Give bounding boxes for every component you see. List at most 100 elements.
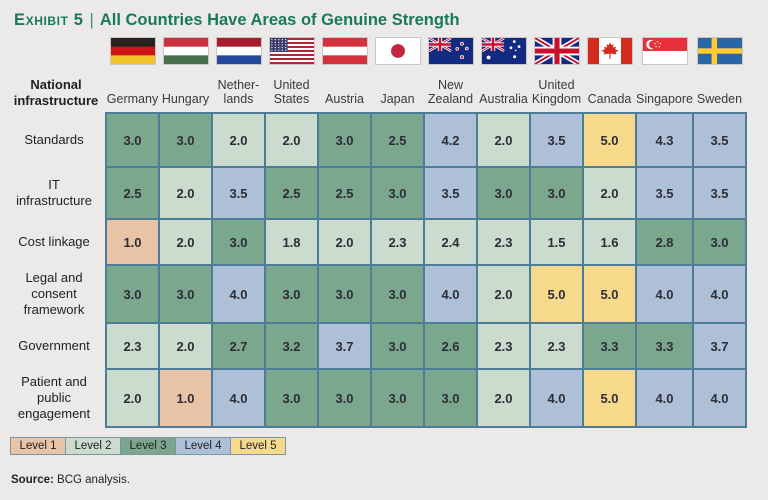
row-label: Cost linkage bbox=[18, 234, 90, 250]
score-cell: 2.0 bbox=[476, 112, 531, 168]
score-cell: 3.0 bbox=[158, 264, 213, 324]
austria-flag-icon bbox=[318, 38, 371, 75]
exhibit-number: Exhibit 5 bbox=[14, 11, 84, 29]
score-cell: 2.0 bbox=[158, 218, 213, 266]
score-cell: 4.0 bbox=[635, 368, 694, 428]
score-cell: 2.4 bbox=[423, 218, 478, 266]
column-header-singapore: Singapore bbox=[636, 92, 693, 107]
column-header-sweden: Sweden bbox=[696, 92, 743, 107]
page-title: All Countries Have Areas of Genuine Stre… bbox=[99, 11, 460, 29]
score-cell: 1.0 bbox=[158, 368, 213, 428]
score-cell: 5.0 bbox=[582, 264, 637, 324]
legend-item-level-5: Level 5 bbox=[230, 437, 286, 455]
score-cell: 2.3 bbox=[476, 218, 531, 266]
uk-flag-icon bbox=[530, 38, 583, 75]
row-label: Government bbox=[18, 338, 90, 354]
score-cell: 3.0 bbox=[370, 322, 425, 370]
score-cell: 4.0 bbox=[529, 368, 584, 428]
score-cell: 2.3 bbox=[476, 322, 531, 370]
score-cell: 2.7 bbox=[211, 322, 266, 370]
score-cell: 2.3 bbox=[105, 322, 160, 370]
score-cell: 5.0 bbox=[582, 368, 637, 428]
score-cell: 3.7 bbox=[692, 322, 747, 370]
score-cell: 2.0 bbox=[264, 112, 319, 168]
score-cell: 5.0 bbox=[582, 112, 637, 168]
score-cell: 2.0 bbox=[476, 264, 531, 324]
score-cell: 3.0 bbox=[317, 368, 372, 428]
score-cell: 3.0 bbox=[370, 166, 425, 220]
column-header-germany: Germany bbox=[106, 92, 159, 107]
score-cell: 3.0 bbox=[264, 264, 319, 324]
score-cell: 2.0 bbox=[105, 368, 160, 428]
score-cell: 3.0 bbox=[211, 218, 266, 266]
table-corner bbox=[6, 38, 106, 75]
score-cell: 2.3 bbox=[370, 218, 425, 266]
table-row: Patient and public engagement 2.0 1.0 4.0 3.… bbox=[6, 368, 747, 428]
exhibit-title: Exhibit 5 | All Countries Have Areas of Ge… bbox=[0, 0, 768, 38]
column-header-austria: Austria bbox=[325, 92, 364, 107]
table-row: IT infrastructure 2.5 2.0 3.5 2.5 2.5 3.0 3.5 3.… bbox=[6, 166, 747, 220]
singapore-flag-icon bbox=[636, 38, 693, 75]
score-cell: 4.0 bbox=[692, 264, 747, 324]
score-cell: 3.0 bbox=[158, 112, 213, 168]
table-body: Standards 3.0 3.0 2.0 2.0 3.0 2.5 4.2 2.0 3.5 5.0 4… bbox=[6, 112, 747, 428]
row-label: Patient and public engagement bbox=[17, 374, 91, 421]
table-head: National infrastructure Germany Hungary Net… bbox=[6, 38, 746, 113]
score-cell: 4.0 bbox=[692, 368, 747, 428]
column-header-australia: Australia bbox=[479, 92, 528, 107]
score-cell: 3.7 bbox=[317, 322, 372, 370]
score-cell: 3.0 bbox=[423, 368, 478, 428]
legend-item-level-2: Level 2 bbox=[65, 437, 121, 455]
score-cell: 4.0 bbox=[211, 264, 266, 324]
newzealand-flag-icon bbox=[424, 38, 477, 75]
score-cell: 2.3 bbox=[529, 322, 584, 370]
germany-flag-icon bbox=[106, 38, 159, 75]
score-cell: 2.6 bbox=[423, 322, 478, 370]
score-cell: 1.8 bbox=[264, 218, 319, 266]
hungary-flag-icon bbox=[159, 38, 212, 75]
score-cell: 2.0 bbox=[158, 322, 213, 370]
score-cell: 3.5 bbox=[692, 166, 747, 220]
source-label: Source: bbox=[11, 474, 54, 486]
score-cell: 3.5 bbox=[211, 166, 266, 220]
score-cell: 3.0 bbox=[370, 264, 425, 324]
column-header-japan: Japan bbox=[380, 92, 415, 107]
score-cell: 3.0 bbox=[264, 368, 319, 428]
score-cell: 5.0 bbox=[529, 264, 584, 324]
column-header-hungary: Hungary bbox=[161, 92, 210, 107]
source-line: Source: BCG analysis. bbox=[11, 474, 768, 486]
score-cell: 3.5 bbox=[529, 112, 584, 168]
legend-item-level-4: Level 4 bbox=[175, 437, 231, 455]
canada-flag-icon bbox=[583, 38, 636, 75]
score-cell: 3.0 bbox=[370, 368, 425, 428]
sweden-flag-icon bbox=[693, 38, 746, 75]
japan-flag-icon bbox=[371, 38, 424, 75]
table-row: Government 2.3 2.0 2.7 3.2 3.7 3.0 2.6 2.3 2.3 3.3… bbox=[6, 322, 747, 370]
score-cell: 3.3 bbox=[582, 322, 637, 370]
score-cell: 3.5 bbox=[635, 166, 694, 220]
row-label: Standards bbox=[24, 132, 84, 148]
score-cell: 3.0 bbox=[317, 264, 372, 324]
row-label: Legal and consent framework bbox=[23, 270, 85, 317]
score-cell: 2.8 bbox=[635, 218, 694, 266]
score-cell: 3.2 bbox=[264, 322, 319, 370]
score-cell: 3.5 bbox=[692, 112, 747, 168]
column-header-canada: Canada bbox=[587, 92, 632, 107]
score-cell: 2.5 bbox=[105, 166, 160, 220]
title-separator: | bbox=[89, 11, 94, 29]
netherlands-flag-icon bbox=[212, 38, 265, 75]
score-cell: 3.3 bbox=[635, 322, 694, 370]
score-cell: 3.0 bbox=[476, 166, 531, 220]
table-row: Legal and consent framework 3.0 3.0 4.0 3.0 3… bbox=[6, 264, 747, 324]
column-header-usa: United States bbox=[273, 77, 310, 107]
score-cell: 2.0 bbox=[476, 368, 531, 428]
legend-item-level-3: Level 3 bbox=[120, 437, 176, 455]
score-cell: 2.5 bbox=[264, 166, 319, 220]
score-cell: 4.3 bbox=[635, 112, 694, 168]
score-cell: 1.6 bbox=[582, 218, 637, 266]
table-row: Cost linkage 1.0 2.0 3.0 1.8 2.0 2.3 2.4 2.3 1.5 1… bbox=[6, 218, 747, 266]
table-row: Standards 3.0 3.0 2.0 2.0 3.0 2.5 4.2 2.0 3.5 5.0 4… bbox=[6, 112, 747, 168]
score-cell: 3.0 bbox=[529, 166, 584, 220]
score-cell: 4.0 bbox=[635, 264, 694, 324]
column-header-newzealand: New Zealand bbox=[427, 77, 474, 107]
